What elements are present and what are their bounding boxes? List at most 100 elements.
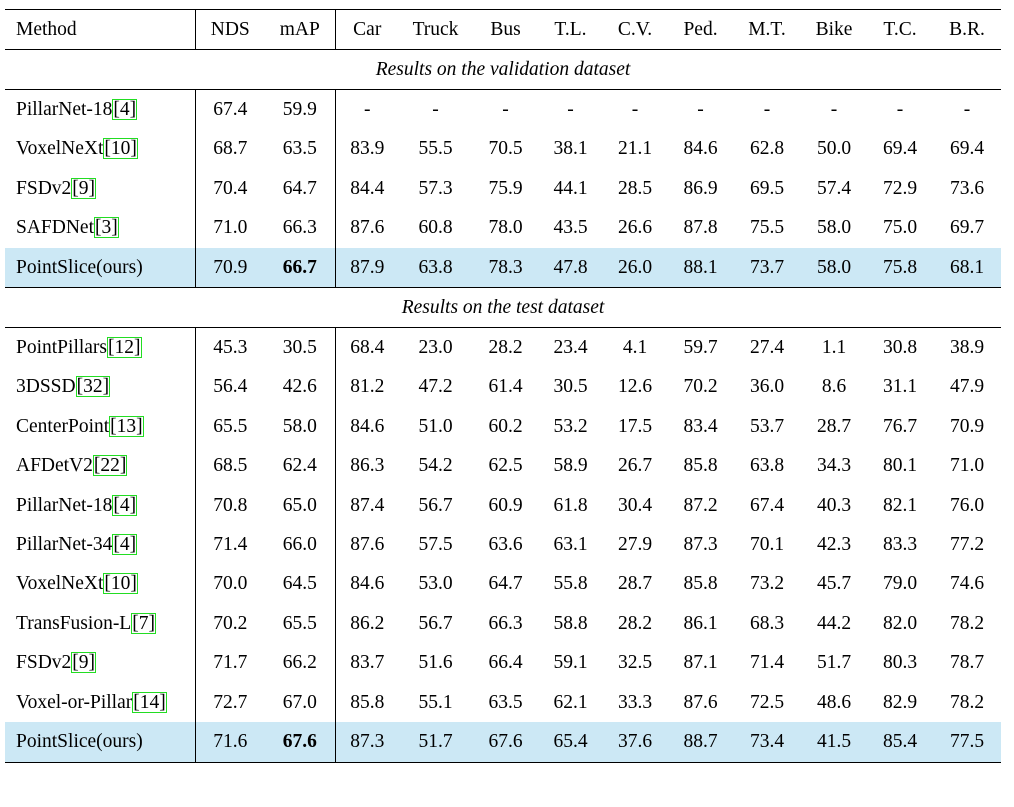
value-cell: 60.9 bbox=[488, 494, 523, 516]
test-title: Results on the test dataset bbox=[5, 287, 1001, 329]
value-cell: 57.4 bbox=[816, 177, 852, 199]
citation-link[interactable]: [3] bbox=[94, 217, 119, 239]
value-cell: 82.1 bbox=[882, 494, 918, 516]
value-cell: 78.7 bbox=[949, 652, 985, 674]
value-cell: 44.1 bbox=[553, 177, 588, 199]
value-cell: 45.7 bbox=[816, 573, 852, 595]
citation-number: 32 bbox=[83, 376, 103, 398]
value-cell: 64.7 bbox=[265, 169, 336, 209]
value-cell: 62.1 bbox=[553, 691, 588, 713]
value-cell: 76.7 bbox=[882, 415, 918, 437]
value-cell: 87.3 bbox=[683, 533, 718, 555]
method-cell: PillarNet-34[4] bbox=[5, 525, 196, 565]
value-cell: 55.8 bbox=[553, 573, 588, 595]
table-row: VoxelNeXt[10] 68.7 63.5 83.9 55.5 70.5 38.1 21.… bbox=[5, 129, 1001, 170]
citation-link[interactable]: [13] bbox=[109, 415, 144, 437]
value-cell: 48.6 bbox=[816, 691, 852, 713]
value-cell: 23.4 bbox=[553, 337, 588, 359]
value-cell: 63.5 bbox=[488, 691, 523, 713]
value-cell: 28.7 bbox=[617, 573, 653, 595]
citation-link[interactable]: [4] bbox=[112, 99, 138, 121]
value-cell: 42.6 bbox=[265, 367, 336, 408]
value-cell: 30.5 bbox=[265, 327, 336, 368]
value-cell: 67.4 bbox=[749, 494, 785, 516]
citation-link[interactable]: [7] bbox=[131, 612, 156, 634]
value-cell: - bbox=[697, 99, 704, 121]
citation-link[interactable]: [9] bbox=[71, 177, 97, 199]
citation-number: 3 bbox=[101, 217, 112, 239]
value-cell: 70.8 bbox=[213, 494, 248, 516]
value-cell: 62.5 bbox=[488, 455, 523, 477]
value-cell: 40.3 bbox=[816, 494, 852, 516]
citation-number: 12 bbox=[114, 337, 135, 359]
value-cell: 84.6 bbox=[350, 415, 385, 437]
header-row: Method NDS mAP Car Truck Bus T.L. C.V. P… bbox=[5, 8, 1001, 51]
table-row: SAFDNet[3] 71.0 66.3 87.6 60.8 78.0 43.5 26.6 87… bbox=[5, 208, 1001, 248]
citation-link[interactable]: [4] bbox=[112, 533, 138, 555]
value-cell: 73.7 bbox=[733, 247, 801, 289]
value-cell: 27.9 bbox=[617, 533, 653, 555]
citation-number: 22 bbox=[100, 455, 120, 477]
value-cell: 65.5 bbox=[265, 604, 336, 644]
value-cell: 47.2 bbox=[418, 376, 453, 398]
table-row: PointPillars[12] 45.3 30.5 68.4 23.0 28.2 23.4… bbox=[5, 327, 1001, 368]
value-cell: 73.6 bbox=[949, 177, 985, 199]
value-cell: 50.0 bbox=[816, 138, 852, 160]
citation-link[interactable]: [22] bbox=[92, 455, 128, 477]
value-cell: 77.5 bbox=[933, 722, 1001, 763]
method-name: TransFusion-L bbox=[16, 612, 132, 634]
value-cell: - bbox=[763, 99, 771, 121]
value-cell: 70.4 bbox=[213, 177, 248, 199]
value-cell: 63.6 bbox=[488, 533, 523, 555]
citation-link[interactable]: [10] bbox=[103, 573, 138, 595]
value-cell: 84.4 bbox=[350, 177, 385, 199]
value-cell: 78.2 bbox=[949, 612, 985, 634]
value-cell: 81.2 bbox=[350, 376, 385, 398]
value-cell: 75.0 bbox=[882, 217, 918, 239]
citation-link[interactable]: [10] bbox=[103, 138, 138, 160]
value-cell: 83.9 bbox=[350, 138, 385, 160]
value-cell: 67.0 bbox=[265, 682, 336, 723]
header-tl: T.L. bbox=[539, 8, 602, 51]
citation-link[interactable]: [9] bbox=[71, 652, 97, 674]
citation-number: 14 bbox=[139, 691, 160, 713]
value-cell: 70.2 bbox=[213, 612, 248, 634]
method-cell: AFDetV2[22] bbox=[5, 446, 196, 486]
method-name: CenterPoint bbox=[16, 415, 110, 437]
value-cell: 51.7 bbox=[399, 722, 472, 763]
value-cell: 71.7 bbox=[213, 652, 248, 674]
value-cell: 59.1 bbox=[553, 652, 588, 674]
value-cell: 66.0 bbox=[265, 525, 336, 565]
value-cell: 45.3 bbox=[213, 337, 248, 359]
method-cell: FSDv2[9] bbox=[5, 643, 196, 683]
citation-link[interactable]: [4] bbox=[112, 494, 138, 516]
citation-link[interactable]: [12] bbox=[107, 337, 142, 359]
method-name: FSDv2 bbox=[16, 652, 72, 674]
value-cell: 21.1 bbox=[617, 138, 653, 160]
method-name: SAFDNet bbox=[16, 217, 95, 239]
value-cell: 63.8 bbox=[399, 247, 472, 289]
method-name: PillarNet-34 bbox=[16, 533, 113, 555]
citation-number: 4 bbox=[119, 533, 130, 555]
value-cell: 31.1 bbox=[882, 376, 918, 398]
value-cell: 78.2 bbox=[949, 691, 985, 713]
value-cell: 71.6 bbox=[195, 722, 265, 763]
value-cell: 67.4 bbox=[213, 99, 248, 121]
value-cell: 4.1 bbox=[622, 337, 648, 359]
citation-link[interactable]: [32] bbox=[75, 376, 111, 398]
method-name: PointSlice(ours) bbox=[16, 730, 143, 752]
value-cell: - bbox=[896, 99, 904, 121]
value-cell: 72.7 bbox=[213, 691, 248, 713]
citation-link[interactable]: [14] bbox=[132, 691, 167, 713]
header-bike: Bike bbox=[801, 8, 867, 51]
value-cell: 41.5 bbox=[801, 722, 867, 763]
test-title-row: Results on the test dataset bbox=[5, 287, 1001, 329]
citation-number: 10 bbox=[110, 573, 131, 595]
value-cell: 38.9 bbox=[949, 337, 985, 359]
value-cell: 69.5 bbox=[749, 177, 785, 199]
value-cell: 66.7 bbox=[265, 247, 336, 289]
header-ped: Ped. bbox=[668, 8, 733, 51]
method-name: AFDetV2 bbox=[16, 455, 93, 477]
value-cell: 68.1 bbox=[933, 247, 1001, 289]
value-cell: 87.3 bbox=[335, 722, 399, 763]
